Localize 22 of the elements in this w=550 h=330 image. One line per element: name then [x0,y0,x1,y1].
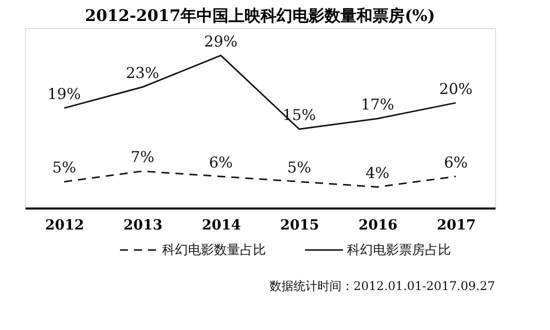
data-label: 5% [52,158,76,177]
x-tick-label: 2014 [202,218,242,234]
chart-title: 2012-2017年中国上映科幻电影数量和票房(%) [84,6,436,25]
data-label: 4% [366,164,390,182]
legend-label: 科幻电影票房占比 [347,242,451,258]
data-label: 6% [208,153,233,172]
x-tick-label: 2015 [280,218,320,234]
data-label: 17% [360,96,394,114]
data-label: 6% [444,153,468,172]
data-label: 20% [439,80,473,98]
data-label: 7% [130,148,154,166]
data-label: 29% [204,32,238,50]
legend-label: 科幻电影数量占比 [162,243,266,258]
x-tick-label: 2013 [124,218,162,234]
data-label: 23% [126,64,160,82]
x-tick-label: 2016 [358,218,398,234]
text: 数据统计时间：2012.01.01-2017.09.27 [270,279,495,293]
x-tick-label: 2017 [436,218,476,234]
data-label: 5% [287,158,312,177]
x-tick-label: 2012 [45,218,84,234]
data-label: 19% [47,85,81,104]
data-label: 15% [282,106,316,124]
